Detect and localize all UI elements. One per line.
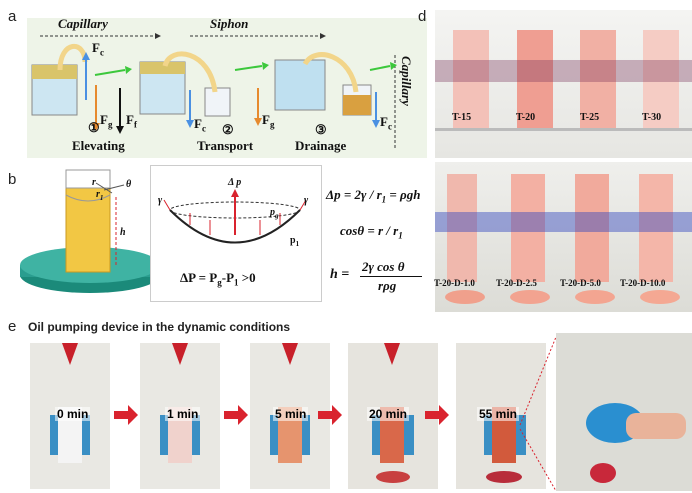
photo-bottom-row	[435, 162, 692, 312]
photo-closeup	[556, 333, 692, 491]
pressure-equation: ΔP = Pg-P1 >0	[180, 270, 256, 288]
force-fc-label-3: Fc	[380, 114, 392, 132]
equation-height-denominator: rρg	[378, 278, 397, 293]
force-ff-label: Ff	[126, 112, 137, 130]
time-label-55: 55 min	[477, 407, 520, 421]
time-label-20: 20 min	[367, 407, 410, 421]
panel-e-title: Oil pumping device in the dynamic condit…	[28, 320, 291, 334]
sample-label-d10: T-20-D-1.0	[434, 278, 475, 288]
capillary-top-label: Capillary	[58, 16, 108, 31]
panel-c: c Δ p γ γ pg p1 ΔP = Pg-P1 >0 Δp = 2γ / …	[140, 165, 430, 305]
panel-e: e Oil pumping device in the dynamic cond…	[0, 315, 692, 493]
sample-label-t15: T-15	[452, 112, 472, 123]
sample-label-t30: T-30	[642, 112, 662, 123]
panel-e-label: e	[8, 318, 17, 335]
capillary-side-label: Capillary	[399, 56, 414, 106]
sample-label-t25: T-25	[580, 112, 600, 123]
step-2-name: Transport	[197, 138, 254, 153]
time-label-0: 0 min	[55, 407, 91, 421]
theta-label: θ	[126, 179, 132, 190]
equation-laplace: Δp = 2γ / r1 = ρgh	[326, 187, 421, 205]
force-fg-label-2: Fg	[262, 112, 275, 130]
step-3-number: ③	[315, 122, 327, 137]
step-3-name: Drainage	[295, 138, 347, 153]
step-1-name: Elevating	[72, 138, 125, 153]
p1-label: p1	[290, 235, 300, 248]
sample-label-d50: T-20-D-5.0	[560, 278, 601, 288]
panel-d-label: d	[418, 8, 427, 25]
capillary-tube-diagram	[20, 169, 160, 293]
force-fc-label: Fc	[92, 40, 104, 58]
radius-r1-label: r1	[96, 189, 104, 202]
panel-d: d T-15 T-20 T-25 T-30 T-20-D-1.0 T-20-D-…	[418, 0, 692, 315]
sample-label-d25: T-20-D-2.5	[496, 278, 537, 288]
panel-a: a Capillary Siphon	[0, 0, 430, 165]
equation-cos: cosθ = r / r1	[340, 223, 403, 241]
time-label-5: 5 min	[273, 407, 309, 421]
force-fc-label-2: Fc	[194, 116, 206, 134]
siphon-top-label: Siphon	[210, 16, 249, 31]
panel-b: b r r1 θ h	[0, 165, 160, 305]
photo-1min	[140, 343, 220, 489]
step-1-number: ①	[88, 120, 100, 135]
delta-p-label: Δ p	[228, 177, 242, 188]
radius-r-label: r	[92, 177, 96, 188]
panel-a-diagram	[31, 33, 397, 150]
time-label-1: 1 min	[165, 407, 201, 421]
gamma-right-label: γ	[304, 195, 309, 206]
equation-height-lhs: h =	[330, 267, 350, 282]
sample-label-d100: T-20-D-10.0	[620, 278, 666, 288]
photo-top-row	[435, 10, 692, 158]
pg-label: pg	[270, 207, 279, 220]
equation-height-numerator: 2γ cos θ	[362, 259, 405, 274]
meniscus-diagram	[163, 189, 307, 244]
force-fg-label: Fg	[100, 112, 113, 130]
panel-e-arrows	[114, 336, 557, 492]
sample-label-t20: T-20	[516, 112, 536, 123]
fraction-bar	[360, 276, 422, 277]
panel-a-label: a	[8, 8, 17, 25]
gamma-left-label: γ	[158, 195, 163, 206]
step-2-number: ②	[222, 122, 234, 137]
height-h-label: h	[120, 227, 126, 238]
panel-b-label: b	[8, 171, 17, 188]
